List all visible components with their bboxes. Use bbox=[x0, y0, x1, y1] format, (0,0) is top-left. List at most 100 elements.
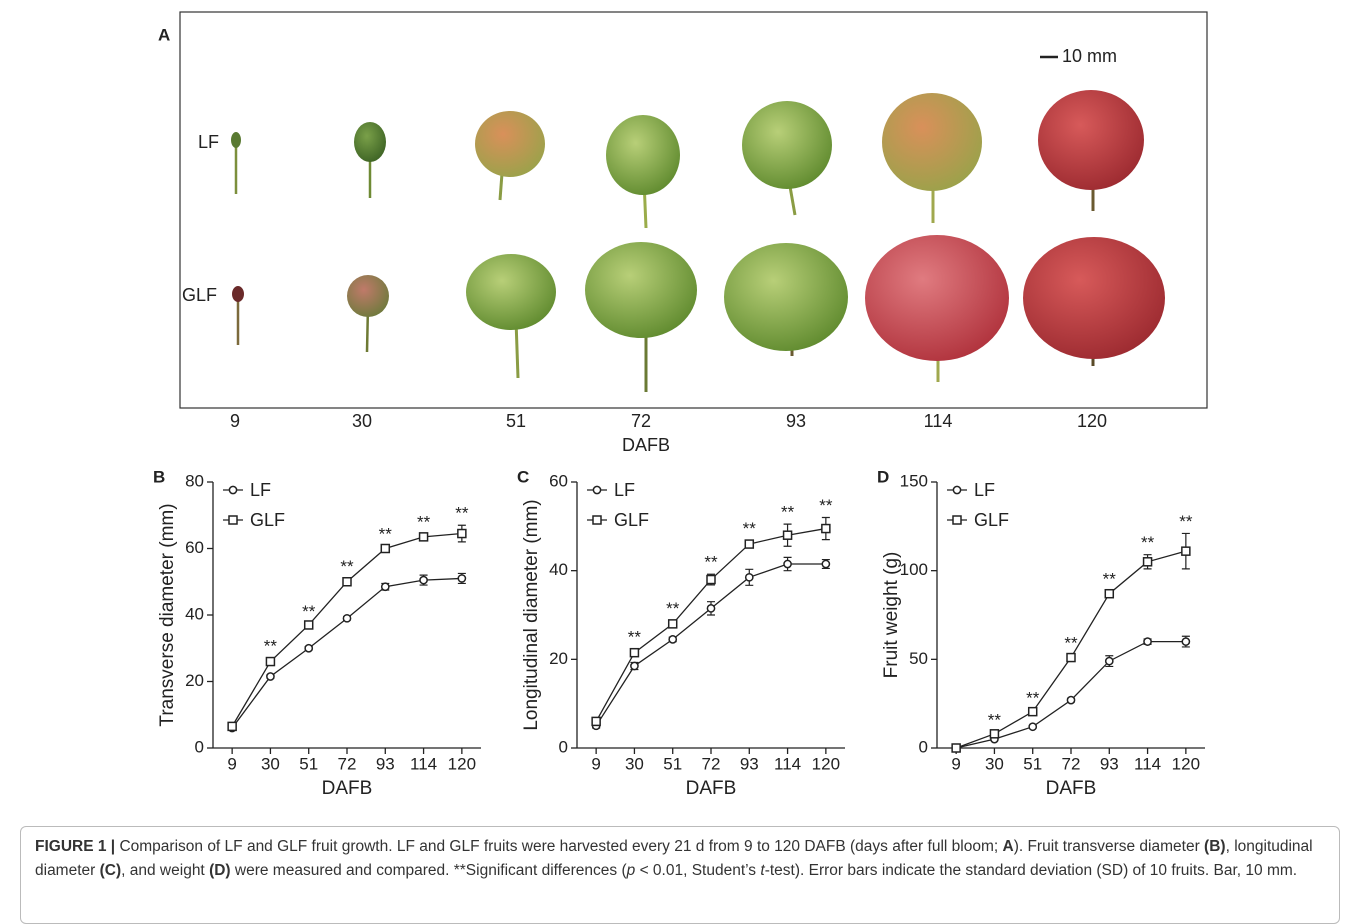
row-label: GLF bbox=[182, 285, 217, 305]
x-tick-label: 9 bbox=[227, 754, 236, 773]
caption-italic: p bbox=[627, 862, 636, 879]
x-tick-label: 51 bbox=[299, 754, 318, 773]
significance-label: ** bbox=[1141, 533, 1155, 552]
fruit-photos bbox=[231, 90, 1165, 392]
significance-label: ** bbox=[1064, 633, 1078, 652]
data-point bbox=[267, 673, 274, 680]
significance-label: ** bbox=[819, 496, 833, 515]
day-label: 72 bbox=[631, 411, 651, 431]
data-point bbox=[630, 649, 638, 657]
data-point bbox=[745, 540, 753, 548]
legend-marker bbox=[229, 516, 237, 524]
caption-title: FIGURE 1 | bbox=[35, 838, 115, 855]
significance-label: ** bbox=[743, 519, 757, 538]
legend-marker bbox=[953, 516, 961, 524]
data-point bbox=[420, 576, 427, 583]
x-tick-label: 120 bbox=[448, 754, 476, 773]
data-point bbox=[1029, 708, 1037, 716]
y-tick-label: 80 bbox=[185, 471, 204, 490]
data-point bbox=[1106, 658, 1113, 665]
x-tick-label: 93 bbox=[740, 754, 759, 773]
day-label: 30 bbox=[352, 411, 372, 431]
x-tick-label: 93 bbox=[1100, 754, 1119, 773]
y-tick-label: 50 bbox=[909, 649, 928, 668]
significance-label: ** bbox=[264, 637, 278, 656]
legend-marker bbox=[229, 486, 236, 493]
data-point bbox=[1029, 723, 1036, 730]
data-point bbox=[343, 578, 351, 586]
significance-label: ** bbox=[302, 602, 316, 621]
legend-label: GLF bbox=[250, 510, 285, 530]
significance-label: ** bbox=[1026, 688, 1040, 707]
x-tick-label: 72 bbox=[702, 754, 721, 773]
x-tick-label: 114 bbox=[1134, 754, 1161, 773]
data-point bbox=[382, 583, 389, 590]
legend-label: LF bbox=[614, 480, 635, 500]
data-point bbox=[822, 525, 830, 533]
caption-ref: (C) bbox=[100, 862, 122, 879]
caption-text: ). Fruit transverse diameter bbox=[1014, 838, 1204, 855]
y-axis-label: Longitudinal diameter (mm) bbox=[521, 499, 542, 730]
significance-label: ** bbox=[340, 557, 354, 576]
figure: A LF GLF 10 mm 9 30 51 72 93 114 120 DAFB B 0 bbox=[0, 0, 1357, 820]
data-point bbox=[669, 636, 676, 643]
day-label: 9 bbox=[230, 411, 240, 431]
caption-text: , and weight bbox=[121, 862, 209, 879]
significance-label: ** bbox=[628, 628, 642, 647]
x-axis-label: DAFB bbox=[686, 778, 737, 799]
data-point bbox=[784, 531, 792, 539]
data-point bbox=[458, 575, 465, 582]
x-tick-label: 120 bbox=[812, 754, 840, 773]
data-point bbox=[746, 574, 753, 581]
panel-label: D bbox=[877, 467, 889, 486]
data-point bbox=[420, 533, 428, 541]
panel-label: A bbox=[158, 25, 170, 44]
data-point bbox=[669, 620, 677, 628]
y-tick-label: 20 bbox=[549, 649, 568, 668]
x-tick-label: 30 bbox=[261, 754, 280, 773]
data-point bbox=[990, 730, 998, 738]
data-point bbox=[1182, 638, 1189, 645]
data-point bbox=[707, 605, 714, 612]
panel-label: C bbox=[517, 467, 529, 486]
y-tick-label: 0 bbox=[195, 737, 204, 756]
legend-label: LF bbox=[974, 480, 995, 500]
data-point bbox=[952, 744, 960, 752]
data-point bbox=[1067, 697, 1074, 704]
significance-label: ** bbox=[417, 513, 431, 532]
significance-label: ** bbox=[704, 553, 718, 572]
significance-label: ** bbox=[455, 504, 469, 523]
caption-text: were measured and compared. **Significan… bbox=[231, 862, 627, 879]
y-tick-label: 60 bbox=[549, 471, 568, 490]
x-tick-label: 9 bbox=[591, 754, 600, 773]
data-point bbox=[228, 722, 236, 730]
y-tick-label: 20 bbox=[185, 671, 204, 690]
y-tick-label: 150 bbox=[900, 471, 928, 490]
scale-label: 10 mm bbox=[1062, 46, 1117, 66]
caption-text: -test). Error bars indicate the standard… bbox=[765, 862, 1297, 879]
x-tick-label: 93 bbox=[376, 754, 395, 773]
x-axis-label: DAFB bbox=[322, 778, 373, 799]
significance-label: ** bbox=[988, 711, 1002, 730]
x-tick-label: 51 bbox=[663, 754, 682, 773]
y-tick-label: 100 bbox=[900, 560, 928, 579]
x-tick-label: 9 bbox=[951, 754, 960, 773]
data-point bbox=[1182, 547, 1190, 555]
x-tick-label: 30 bbox=[625, 754, 644, 773]
x-axis-label: DAFB bbox=[1046, 778, 1097, 799]
x-tick-label: 114 bbox=[410, 754, 437, 773]
caption-text: < 0.01, Student’s bbox=[635, 862, 760, 879]
data-point bbox=[381, 545, 389, 553]
photo-frame bbox=[180, 12, 1207, 408]
panel-label: B bbox=[153, 467, 165, 486]
legend-label: GLF bbox=[974, 510, 1009, 530]
caption-ref: (B) bbox=[1204, 838, 1226, 855]
data-point bbox=[592, 717, 600, 725]
x-tick-label: 120 bbox=[1172, 754, 1200, 773]
data-point bbox=[458, 530, 466, 538]
data-point bbox=[707, 576, 715, 584]
day-label: 51 bbox=[506, 411, 526, 431]
legend-marker bbox=[593, 516, 601, 524]
legend-label: GLF bbox=[614, 510, 649, 530]
significance-label: ** bbox=[781, 503, 795, 522]
